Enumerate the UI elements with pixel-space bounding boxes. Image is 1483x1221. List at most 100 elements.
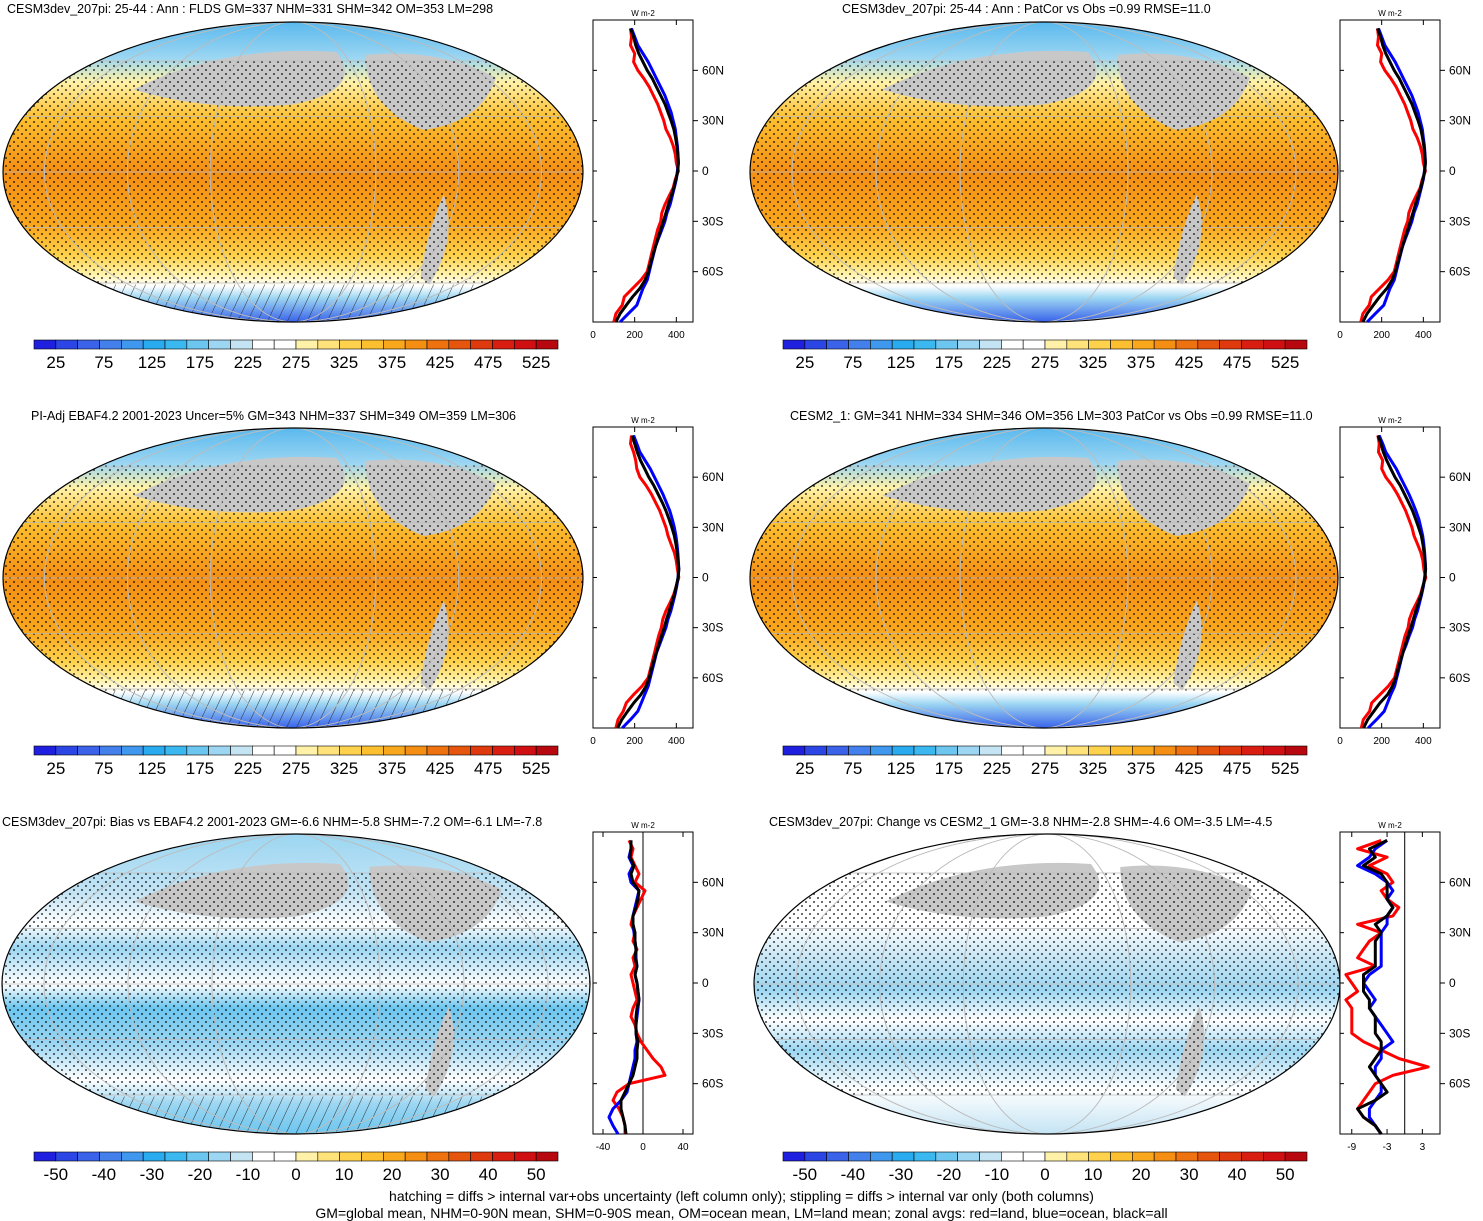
- lat-tick-label: 30S: [1449, 214, 1470, 228]
- lat-tick-label: 60S: [702, 1077, 723, 1091]
- colorbar-swatch: [1066, 1151, 1089, 1162]
- hatching: [2, 1096, 590, 1134]
- lat-tick-label: 0: [702, 571, 709, 585]
- colorbar-swatch: [1263, 1151, 1286, 1162]
- panel-title-1: CESM3dev_207pi: 25-44 : Ann : FLDS GM=33…: [7, 2, 494, 16]
- x-tick-label: 0: [590, 736, 596, 747]
- x-tick-label: -40: [596, 1142, 611, 1153]
- colorbar-swatch: [1022, 1151, 1046, 1162]
- lat-tick-label: 60N: [702, 875, 724, 889]
- colorbar-label: 475: [1223, 759, 1251, 778]
- zonal-mean-plot-2: W m-2 60N 30N 0 30S 60S 0 200 400: [1337, 9, 1471, 341]
- zonal-mean-plot-4: W m-2 60N 30N 0 30S 60S 0 200 400: [1337, 416, 1471, 747]
- colorbar-label: 30: [431, 1165, 450, 1184]
- colorbar-4: 25 75 125 175 225 275 325 375 425 475 525: [782, 745, 1308, 778]
- colorbar-label: 525: [522, 353, 550, 372]
- x-tick-label: 0: [640, 1142, 646, 1153]
- colorbar-swatch: [273, 339, 297, 350]
- lat-tick-label: 30N: [702, 926, 724, 940]
- colorbar-swatch: [142, 339, 166, 350]
- x-tick-label: 200: [626, 330, 643, 341]
- map-panel-1: [2, 21, 584, 323]
- graticule-lon: [959, 428, 1129, 728]
- footnote-line-2: GM=global mean, NHM=0-90N mean, SHM=0-90…: [315, 1205, 1168, 1221]
- colorbar-swatch: [1175, 1151, 1199, 1162]
- colorbar-swatch: [1001, 339, 1024, 350]
- colorbar-label: 475: [474, 759, 502, 778]
- colorbar-label: 325: [1079, 759, 1107, 778]
- colorbar-label: 325: [330, 353, 358, 372]
- colorbar-swatch: [870, 745, 893, 756]
- colorbar-swatch: [1175, 745, 1199, 756]
- colorbar-swatch: [55, 339, 78, 350]
- colorbar-swatch: [99, 1151, 122, 1162]
- colorbar-swatch: [404, 1151, 428, 1162]
- colorbar-label: 75: [94, 353, 113, 372]
- lat-tick-label: 30S: [702, 214, 723, 228]
- colorbar-swatch: [935, 745, 958, 756]
- colorbar-swatch: [470, 1151, 493, 1162]
- zonal-series-land: [1344, 838, 1430, 1135]
- hatching: [3, 284, 583, 322]
- map-panel-4: [749, 427, 1339, 729]
- lat-tick-label: 60N: [702, 470, 724, 484]
- lat-tick-label: 60N: [702, 63, 724, 77]
- colorbar-label: 50: [527, 1165, 546, 1184]
- map-border: [2, 21, 584, 323]
- colorbar-swatch: [913, 339, 937, 350]
- zonal-mean-plot-3: W m-2 60N 30N 0 30S 60S 0 200 400: [590, 416, 724, 747]
- colorbar-swatch: [913, 1151, 937, 1162]
- colorbar-swatch: [252, 339, 275, 350]
- colorbar-label: 25: [795, 759, 814, 778]
- colorbar-swatch: [77, 339, 100, 350]
- colorbar-swatch: [55, 745, 78, 756]
- lat-tick-label: 30N: [702, 520, 724, 534]
- x-tick-label: 0: [1337, 330, 1343, 341]
- colorbar-swatch: [870, 339, 893, 350]
- colorbar-swatch: [1284, 339, 1308, 350]
- colorbar-label: 30: [1180, 1165, 1199, 1184]
- colorbar-swatch: [891, 339, 915, 350]
- colorbar-swatch: [361, 745, 384, 756]
- x-tick-label: 400: [1415, 330, 1432, 341]
- map-panel-6: [753, 833, 1341, 1135]
- zonal-series-all: [614, 27, 680, 323]
- colorbar-swatch: [77, 1151, 100, 1162]
- panel-title-3: PI-Adj EBAF4.2 2001-2023 Uncer=5% GM=343…: [31, 409, 516, 423]
- graticule-lon: [43, 834, 549, 1134]
- colorbar-swatch: [1263, 339, 1286, 350]
- graticule-lon: [795, 834, 1299, 1134]
- colorbar-swatch: [295, 339, 319, 350]
- colorbar-swatch: [252, 745, 275, 756]
- colorbar-swatch: [1110, 1151, 1133, 1162]
- colorbar-swatch: [186, 339, 209, 350]
- colorbar-label: -40: [841, 1165, 866, 1184]
- colorbar-label: 125: [138, 353, 166, 372]
- colorbar-swatch: [1197, 745, 1220, 756]
- colorbar-swatch: [826, 745, 849, 756]
- colorbar-label: 525: [1271, 759, 1299, 778]
- colorbar-swatch: [77, 745, 100, 756]
- colorbar-label: 525: [1271, 353, 1299, 372]
- colorbar-swatch: [1284, 1151, 1308, 1162]
- colorbar-swatch: [979, 745, 1002, 756]
- x-tick-label: -9: [1347, 1142, 1356, 1153]
- colorbar-swatch: [383, 339, 406, 350]
- map-panel-3: [2, 427, 584, 729]
- graticule-lon: [126, 428, 460, 728]
- graticule-lon: [875, 428, 1213, 728]
- colorbar-swatch: [1001, 1151, 1024, 1162]
- colorbar-label: 275: [282, 353, 310, 372]
- colorbar-swatch: [273, 1151, 297, 1162]
- graticule-lon: [959, 22, 1129, 322]
- colorbar-swatch: [230, 745, 253, 756]
- colorbar-label: 75: [843, 353, 862, 372]
- x-tick-label: 400: [1415, 736, 1432, 747]
- colorbar-swatch: [804, 1151, 827, 1162]
- panel-title-2: CESM3dev_207pi: 25-44 : Ann : PatCor vs …: [842, 2, 1211, 16]
- colorbar-swatch: [339, 339, 362, 350]
- x-tick-label: 200: [1373, 736, 1390, 747]
- zonal-series-all: [616, 434, 681, 729]
- colorbar-swatch: [1066, 339, 1089, 350]
